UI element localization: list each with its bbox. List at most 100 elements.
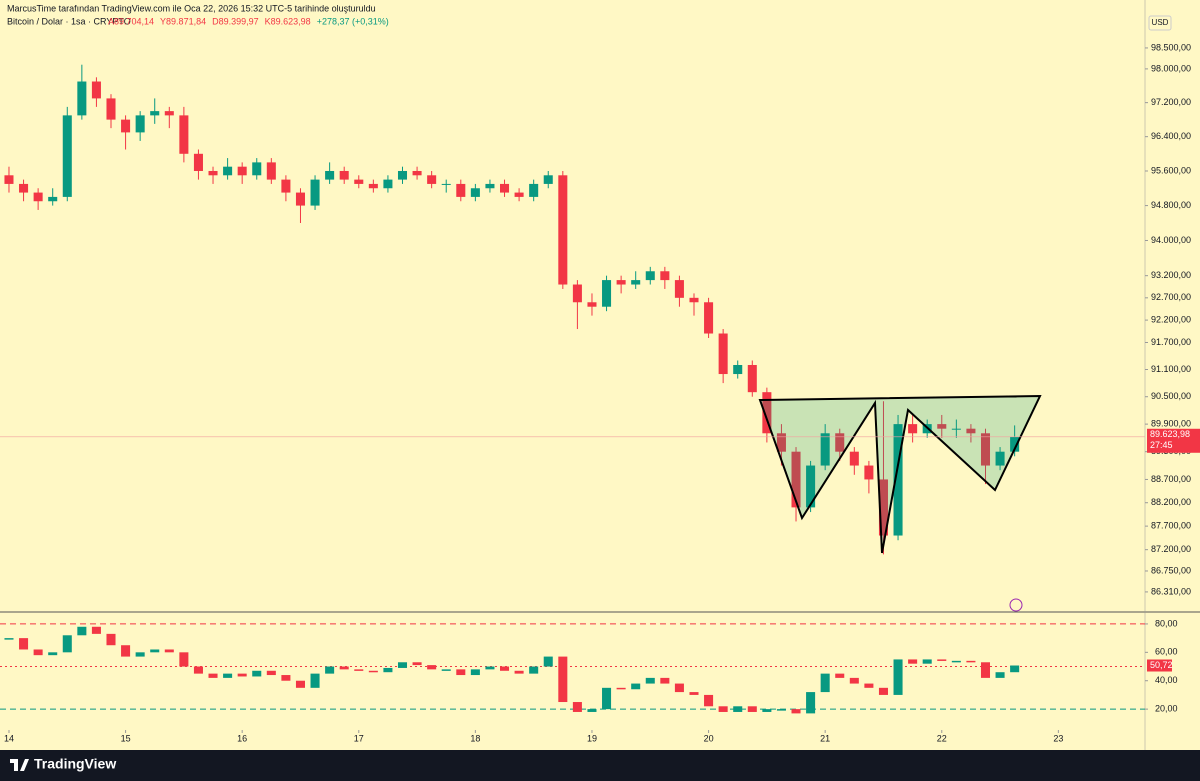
candle-body bbox=[806, 465, 816, 508]
ohlc-legend: A89.704,14 Y89.871,84 D89.399,97 K89.623,98… bbox=[108, 16, 389, 26]
candle-body bbox=[281, 179, 291, 193]
rsi-candle bbox=[762, 709, 772, 712]
rsi-candle bbox=[660, 677, 670, 684]
candle-body bbox=[310, 179, 320, 206]
candle-body bbox=[427, 175, 437, 184]
price-pane bbox=[4, 64, 1020, 555]
y-tick-label: 91.100,00 bbox=[1151, 364, 1191, 374]
candle-body bbox=[325, 170, 335, 180]
rsi-candle bbox=[820, 673, 830, 693]
candle-body bbox=[762, 392, 772, 434]
rsi-candle bbox=[572, 702, 582, 712]
y-tick-label: 87.700,00 bbox=[1151, 521, 1191, 531]
rsi-candle bbox=[980, 662, 991, 678]
footer bbox=[0, 750, 1200, 781]
x-tick-label: 18 bbox=[470, 733, 480, 743]
rsi-candle bbox=[266, 670, 276, 676]
candle-body bbox=[223, 166, 233, 176]
candle-body bbox=[776, 433, 786, 452]
y-tick-label: 93.200,00 bbox=[1151, 270, 1191, 280]
currency: USD bbox=[1152, 18, 1169, 27]
candle-body bbox=[48, 196, 58, 202]
rsi-candle bbox=[252, 670, 262, 677]
x-tick-label: 20 bbox=[704, 733, 714, 743]
alert-icon[interactable] bbox=[1009, 598, 1023, 612]
candle-body bbox=[179, 115, 189, 154]
rsi-candle bbox=[135, 652, 145, 657]
candle-body bbox=[4, 175, 14, 184]
candle-body bbox=[441, 183, 451, 185]
y-tick-label: 94.800,00 bbox=[1151, 200, 1191, 210]
rsi-candle bbox=[106, 633, 116, 646]
y-tick-label: 95.600,00 bbox=[1151, 165, 1191, 175]
rsi-candle bbox=[849, 677, 859, 684]
candle-body bbox=[266, 162, 276, 180]
rsi-candle bbox=[543, 656, 553, 667]
candle-body bbox=[1010, 436, 1020, 452]
y-tick-label: 97.200,00 bbox=[1151, 97, 1191, 107]
rsi-candle bbox=[631, 683, 641, 690]
candle-body bbox=[733, 364, 743, 375]
rsi-candle bbox=[747, 706, 757, 712]
candle-body bbox=[33, 192, 43, 202]
rsi-candle bbox=[412, 662, 422, 666]
candle-body bbox=[106, 98, 116, 120]
rsi-candle bbox=[733, 706, 743, 712]
rsi-candle bbox=[427, 665, 437, 670]
candle-body bbox=[951, 428, 961, 430]
candle-body bbox=[77, 81, 87, 116]
rsi-candle bbox=[62, 635, 72, 653]
candle-body bbox=[674, 280, 684, 298]
candle-body bbox=[237, 166, 247, 176]
rsi-candle bbox=[529, 666, 539, 674]
candle-body bbox=[908, 424, 918, 434]
candle-body bbox=[368, 183, 378, 189]
candle-body bbox=[62, 115, 72, 197]
candle-body bbox=[616, 280, 626, 285]
y-tick-label: 92.200,00 bbox=[1151, 314, 1191, 324]
candle-body bbox=[704, 302, 714, 334]
y-tick-label: 92.700,00 bbox=[1151, 292, 1191, 302]
rsi-candle bbox=[179, 652, 189, 667]
rsi-tick-label: 20,00 bbox=[1155, 704, 1178, 714]
last-price-label: 89.623,98 bbox=[1150, 429, 1190, 439]
rsi-candle bbox=[4, 638, 14, 640]
y-tick-label: 98.000,00 bbox=[1151, 63, 1191, 73]
rsi-candle bbox=[864, 683, 874, 688]
candle-body bbox=[645, 271, 655, 281]
rsi-candle bbox=[718, 706, 728, 712]
y-tick-label: 94.000,00 bbox=[1151, 235, 1191, 245]
candle-body bbox=[354, 179, 364, 184]
rsi-candle bbox=[908, 659, 918, 664]
candle-body bbox=[456, 183, 466, 197]
ohlc-value: D89.399,97 bbox=[212, 16, 259, 26]
candle-body bbox=[295, 192, 305, 206]
x-tick-label: 14 bbox=[4, 733, 14, 743]
rsi-candle bbox=[835, 673, 845, 678]
rsi-candle bbox=[587, 709, 597, 712]
rsi-candle bbox=[354, 669, 364, 671]
candle-body bbox=[383, 179, 393, 189]
rsi-candle bbox=[339, 666, 349, 670]
candle-body bbox=[543, 175, 553, 184]
ohlc-value: +278,37 (+0,31%) bbox=[317, 16, 389, 26]
candle-body bbox=[500, 183, 510, 193]
candle-body bbox=[893, 424, 903, 536]
candle-body bbox=[339, 170, 349, 180]
candle-body bbox=[558, 175, 568, 285]
rsi-candle bbox=[150, 649, 160, 653]
rsi-candle bbox=[397, 662, 408, 668]
candle-body bbox=[397, 170, 408, 180]
rsi-candle bbox=[48, 652, 58, 656]
candle-body bbox=[91, 81, 101, 99]
candle-body bbox=[572, 284, 582, 303]
x-tick-label: 22 bbox=[937, 733, 947, 743]
currency-box bbox=[1148, 15, 1172, 31]
candle-body bbox=[135, 115, 145, 133]
rsi-candle bbox=[1010, 665, 1020, 673]
candle-body bbox=[252, 162, 262, 176]
rsi-candle bbox=[689, 692, 699, 695]
last-price-box bbox=[1147, 428, 1200, 453]
ohlc-value: Y89.871,84 bbox=[160, 16, 206, 26]
candle-body bbox=[485, 183, 495, 189]
